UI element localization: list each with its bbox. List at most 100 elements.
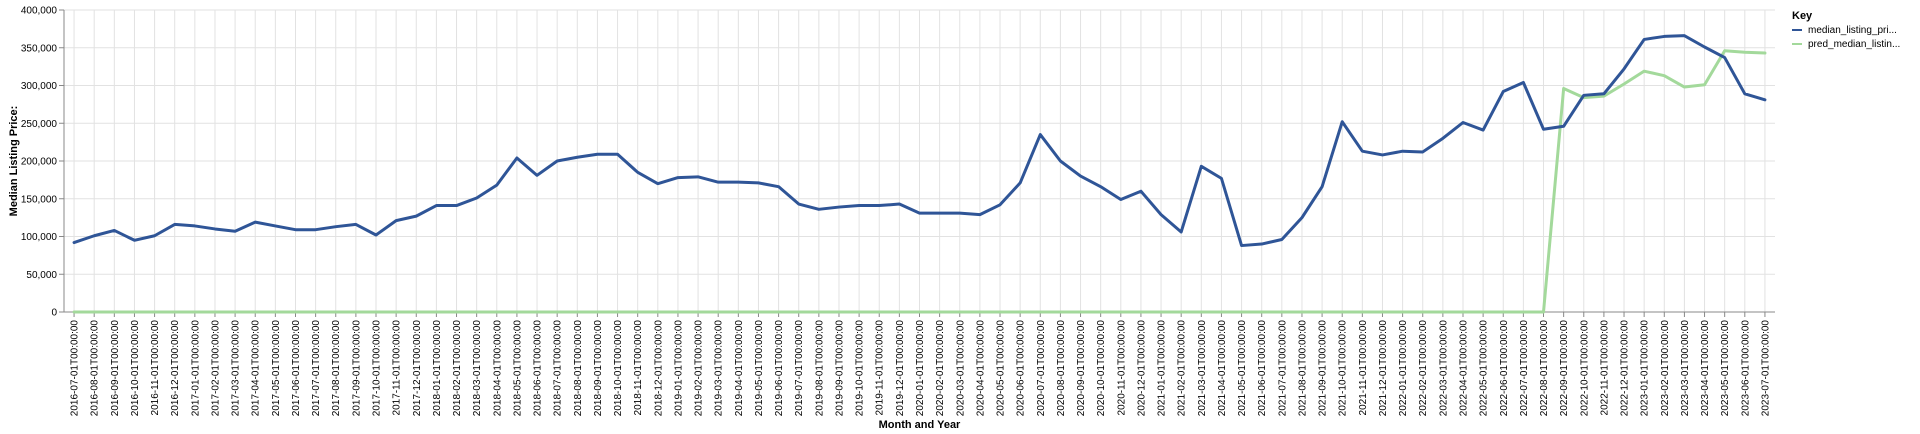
- x-tick-label: 2018-11-01T00:00:00: [633, 320, 644, 416]
- x-tick-label: 2017-06-01T00:00:00: [291, 320, 302, 417]
- x-tick-label: 2020-01-01T00:00:00: [915, 320, 926, 417]
- x-tick-label: 2022-11-01T00:00:00: [1599, 320, 1610, 416]
- y-tick-label: 200,000: [21, 157, 58, 168]
- x-tick-label: 2022-08-01T00:00:00: [1539, 320, 1550, 417]
- x-tick-label: 2019-05-01T00:00:00: [754, 320, 765, 417]
- x-tick-label: 2018-04-01T00:00:00: [492, 320, 503, 417]
- y-tick-label: 100,000: [21, 232, 58, 243]
- series-line-median-listing-pri: [72, 34, 1767, 248]
- y-tick-label: 400,000: [21, 6, 58, 17]
- y-tick-label: 300,000: [21, 81, 58, 92]
- legend-label: median_listing_pri...: [1808, 25, 1897, 36]
- x-tick-label: 2017-09-01T00:00:00: [351, 320, 362, 417]
- x-tick-label: 2021-06-01T00:00:00: [1257, 320, 1268, 417]
- y-tick-label: 50,000: [26, 270, 57, 281]
- x-tick-label: 2022-03-01T00:00:00: [1438, 320, 1449, 417]
- x-tick-label: 2018-08-01T00:00:00: [573, 320, 584, 417]
- x-tick-label: 2017-11-01T00:00:00: [392, 320, 403, 416]
- x-tick-label: 2023-05-01T00:00:00: [1720, 320, 1731, 417]
- x-tick-label: 2018-03-01T00:00:00: [472, 320, 483, 417]
- y-tick-label: 150,000: [21, 194, 58, 205]
- x-tick-label: 2019-12-01T00:00:00: [895, 320, 906, 417]
- x-tick-label: 2018-05-01T00:00:00: [512, 320, 523, 417]
- x-tick-label: 2017-10-01T00:00:00: [372, 320, 383, 417]
- x-tick-label: 2019-10-01T00:00:00: [855, 320, 866, 417]
- x-tick-label: 2019-08-01T00:00:00: [814, 320, 825, 417]
- x-tick-label: 2021-12-01T00:00:00: [1378, 320, 1389, 417]
- x-tick-label: 2021-11-01T00:00:00: [1358, 320, 1369, 416]
- x-tick-label: 2019-02-01T00:00:00: [694, 320, 705, 417]
- x-tick-label: 2022-01-01T00:00:00: [1398, 320, 1409, 417]
- x-tick-label: 2019-01-01T00:00:00: [673, 320, 684, 417]
- y-tick-label: 350,000: [21, 43, 58, 54]
- x-tick-label: 2020-10-01T00:00:00: [1096, 320, 1107, 417]
- x-tick-label: 2017-05-01T00:00:00: [271, 320, 282, 417]
- x-tick-label: 2023-07-01T00:00:00: [1760, 320, 1771, 417]
- x-tick-label: 2018-01-01T00:00:00: [432, 320, 443, 417]
- x-tick-label: 2018-06-01T00:00:00: [533, 320, 544, 417]
- x-tick-label: 2020-12-01T00:00:00: [1136, 320, 1147, 417]
- x-tick-label: 2023-02-01T00:00:00: [1660, 320, 1671, 417]
- x-tick-label: 2020-02-01T00:00:00: [935, 320, 946, 417]
- x-tick-label: 2021-04-01T00:00:00: [1217, 320, 1228, 417]
- x-tick-label: 2020-06-01T00:00:00: [1016, 320, 1027, 417]
- x-tick-label: 2020-04-01T00:00:00: [975, 320, 986, 417]
- x-tick-label: 2017-04-01T00:00:00: [251, 320, 262, 417]
- x-tick-label: 2021-01-01T00:00:00: [1157, 320, 1168, 417]
- x-tick-label: 2016-09-01T00:00:00: [110, 320, 121, 417]
- x-tick-label: 2016-11-01T00:00:00: [150, 320, 161, 416]
- y-axis-title: Median Listing Price:: [8, 106, 20, 217]
- x-tick-label: 2022-02-01T00:00:00: [1418, 320, 1429, 417]
- x-tick-label: 2020-07-01T00:00:00: [1036, 320, 1047, 417]
- x-tick-label: 2023-01-01T00:00:00: [1640, 320, 1651, 417]
- legend: Key median_listing_pri... pred_median_lis…: [1792, 10, 1900, 50]
- x-tick-label: 2019-06-01T00:00:00: [774, 320, 785, 417]
- x-tick-label: 2022-05-01T00:00:00: [1479, 320, 1490, 417]
- x-tick-label: 2022-12-01T00:00:00: [1620, 320, 1631, 417]
- x-tick-label: 2021-03-01T00:00:00: [1197, 320, 1208, 417]
- x-tick-label: 2021-05-01T00:00:00: [1237, 320, 1248, 417]
- x-tick-label: 2016-10-01T00:00:00: [130, 320, 141, 417]
- y-tick-label: 250,000: [21, 119, 58, 130]
- x-tick-label: 2016-08-01T00:00:00: [90, 320, 101, 417]
- x-tick-label: 2022-04-01T00:00:00: [1458, 320, 1469, 417]
- x-tick-label: 2020-08-01T00:00:00: [1056, 320, 1067, 417]
- grid: [64, 9, 1775, 313]
- x-tick-label: 2021-07-01T00:00:00: [1277, 320, 1288, 417]
- x-tick-label: 2017-08-01T00:00:00: [331, 320, 342, 417]
- x-tick-label: 2018-02-01T00:00:00: [452, 320, 463, 417]
- x-tick-label: 2018-12-01T00:00:00: [653, 320, 664, 417]
- x-tick-label: 2018-10-01T00:00:00: [613, 320, 624, 417]
- x-tick-label: 2019-04-01T00:00:00: [734, 320, 745, 417]
- x-tick-label: 2019-07-01T00:00:00: [794, 320, 805, 417]
- x-tick-label: 2017-03-01T00:00:00: [231, 320, 242, 417]
- axes: 0 50,000 100,000 150,000 200,000 250,000 300,0…: [21, 6, 1775, 417]
- x-tick-label: 2018-07-01T00:00:00: [553, 320, 564, 417]
- x-tick-label: 2022-09-01T00:00:00: [1559, 320, 1570, 417]
- x-tick-label: 2022-07-01T00:00:00: [1519, 320, 1530, 417]
- x-tick-label: 2022-06-01T00:00:00: [1499, 320, 1510, 417]
- x-tick-label: 2019-11-01T00:00:00: [875, 320, 886, 416]
- x-tick-label: 2022-10-01T00:00:00: [1579, 320, 1590, 417]
- x-tick-label: 2017-07-01T00:00:00: [311, 320, 322, 417]
- legend-title: Key: [1792, 10, 1813, 22]
- x-tick-label: 2017-01-01T00:00:00: [190, 320, 201, 417]
- x-tick-label: 2017-02-01T00:00:00: [210, 320, 221, 417]
- x-tick-label: 2021-10-01T00:00:00: [1338, 320, 1349, 417]
- x-tick-label: 2019-09-01T00:00:00: [834, 320, 845, 417]
- x-tick-label: 2018-09-01T00:00:00: [593, 320, 604, 417]
- x-tick-label: 2020-05-01T00:00:00: [996, 320, 1007, 417]
- x-tick-label: 2020-09-01T00:00:00: [1076, 320, 1087, 417]
- x-tick-label: 2016-12-01T00:00:00: [170, 320, 181, 417]
- x-tick-label: 2016-07-01T00:00:00: [70, 320, 81, 417]
- x-tick-label: 2021-02-01T00:00:00: [1177, 320, 1188, 417]
- x-axis-title: Month and Year: [879, 419, 961, 431]
- y-tick-label: 0: [51, 308, 57, 319]
- legend-label: pred_median_listin...: [1808, 39, 1900, 50]
- x-tick-label: 2019-03-01T00:00:00: [714, 320, 725, 417]
- x-tick-label: 2023-04-01T00:00:00: [1700, 320, 1711, 417]
- x-tick-label: 2017-12-01T00:00:00: [412, 320, 423, 417]
- x-tick-label: 2021-09-01T00:00:00: [1318, 320, 1329, 417]
